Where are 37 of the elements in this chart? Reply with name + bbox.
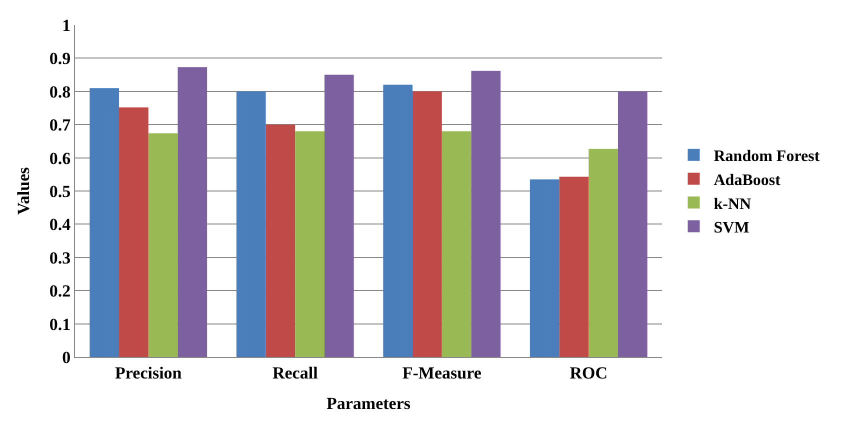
y-tick-label: 0.9 [49, 49, 71, 68]
legend-label: k-NN [714, 196, 752, 213]
bar [412, 91, 442, 357]
y-axis-title: Values [14, 166, 33, 215]
y-tick-label: 0.6 [49, 148, 71, 168]
x-tick-label: F-Measure [402, 363, 482, 382]
x-tick-label: Precision [115, 363, 182, 382]
y-tick-label: 0.2 [49, 282, 71, 301]
y-tick-label: 1 [62, 16, 71, 35]
y-tick-label: 0.5 [49, 182, 71, 201]
bar [236, 91, 266, 357]
y-tick-label: 0.7 [49, 116, 72, 135]
y-tick-label: 0 [62, 348, 71, 367]
x-axis-title: Parameters [326, 394, 411, 413]
y-tick-label: 0.8 [49, 82, 71, 102]
bar [383, 84, 413, 357]
bar [119, 107, 148, 357]
bar [90, 88, 120, 357]
y-tick-label: 0.1 [49, 314, 71, 334]
y-tick-label: 0.4 [49, 215, 72, 234]
legend-label: Random Forest [714, 148, 820, 166]
bar [471, 70, 501, 357]
bar [324, 74, 354, 357]
legend-label: SVM [714, 220, 750, 237]
bar [530, 179, 560, 357]
bar [442, 131, 472, 357]
x-tick-label: Recall [272, 363, 318, 382]
bar [178, 67, 208, 357]
bar [588, 148, 618, 357]
bar [295, 131, 324, 357]
x-tick-label: ROC [570, 363, 608, 382]
bar [618, 91, 648, 357]
legend-label: AdaBoost [714, 172, 782, 189]
y-tick-label: 0.3 [49, 248, 71, 268]
bar [148, 133, 178, 357]
bar [559, 176, 589, 357]
bar [266, 124, 296, 357]
